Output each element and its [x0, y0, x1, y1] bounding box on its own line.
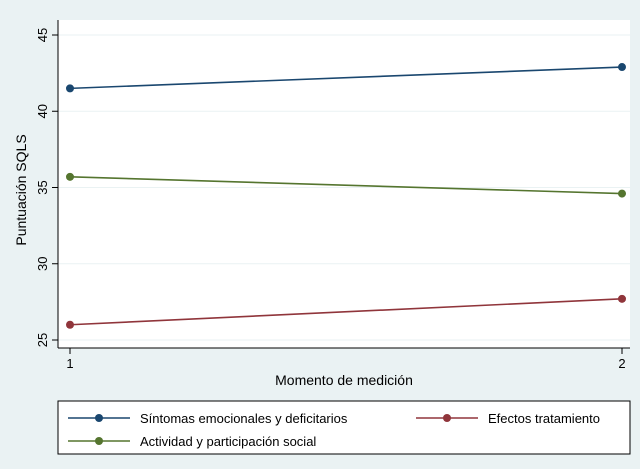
data-point [618, 294, 626, 303]
x-axis-title: Momento de medición [275, 372, 413, 388]
legend-key-marker [95, 437, 103, 445]
series-line-3 [69, 176, 623, 195]
legend-key-marker [443, 414, 451, 422]
legend-box [57, 400, 631, 455]
plot-area [58, 20, 630, 348]
y-tick-label: 25 [35, 333, 50, 347]
series-line-2 [69, 298, 623, 326]
x-tick-label: 1 [66, 356, 73, 371]
series-line-1 [69, 66, 623, 90]
data-point [66, 84, 74, 93]
legend-item-3: Actividad y participación social [68, 434, 316, 449]
legend-label: Actividad y participación social [140, 434, 316, 449]
y-tick-label: 30 [35, 257, 50, 271]
legend: Síntomas emocionales y deficitarios Efect… [57, 400, 631, 455]
data-point [618, 63, 626, 72]
legend-item-1: Síntomas emocionales y deficitarios [68, 411, 348, 426]
x-tick-label: 2 [618, 356, 625, 371]
legend-label: Síntomas emocionales y deficitarios [140, 411, 348, 426]
data-point [66, 320, 74, 329]
data-point [618, 189, 626, 198]
legend-item-2: Efectos tratamiento [416, 411, 600, 426]
series-layer [66, 63, 626, 329]
legend-key-marker [95, 414, 103, 422]
y-axis: 25 30 35 40 45 [35, 20, 59, 348]
y-tick-label: 35 [35, 180, 50, 194]
grid-lines [58, 34, 630, 341]
legend-label: Efectos tratamiento [488, 411, 600, 426]
data-point [66, 172, 74, 181]
y-axis-title: Puntuación SQLS [13, 134, 29, 245]
y-tick-label: 45 [35, 28, 50, 42]
y-tick-label: 40 [35, 104, 50, 118]
